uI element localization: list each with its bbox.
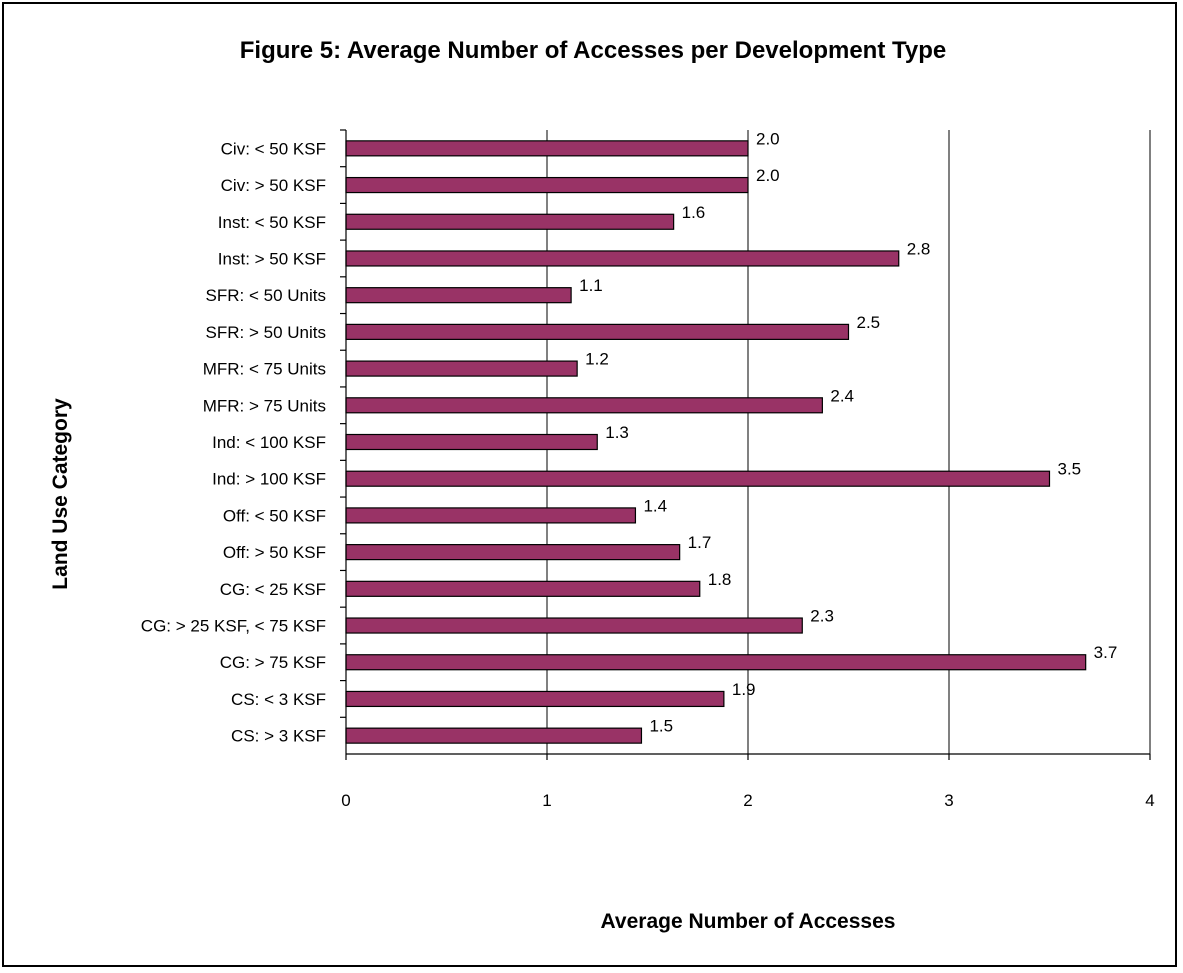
x-tick-label: 2 — [743, 791, 752, 810]
data-label: 1.4 — [643, 496, 667, 515]
category-label: Inst: < 50 KSF — [218, 213, 326, 232]
category-label: Civ: > 50 KSF — [221, 176, 326, 195]
x-tick-label: 0 — [341, 791, 350, 810]
category-label: CG: < 25 KSF — [220, 580, 326, 599]
x-tick-label: 3 — [944, 791, 953, 810]
data-label: 2.4 — [830, 386, 854, 405]
bar — [345, 727, 643, 744]
bar — [345, 323, 850, 340]
data-label: 2.8 — [907, 239, 931, 258]
category-label: Off: > 50 KSF — [223, 543, 326, 562]
data-label: 2.5 — [857, 313, 881, 332]
bar — [345, 507, 637, 524]
y-axis-title: Land Use Category — [49, 398, 72, 590]
category-label: Civ: < 50 KSF — [221, 139, 326, 158]
data-label: 1.9 — [732, 680, 756, 699]
x-tick-label: 4 — [1145, 791, 1154, 810]
category-label: Inst: > 50 KSF — [218, 249, 326, 268]
category-label: Ind: > 100 KSF — [212, 470, 326, 489]
data-label: 1.8 — [708, 570, 732, 589]
category-label: CG: > 75 KSF — [220, 653, 326, 672]
bar — [345, 617, 803, 634]
category-labels: Civ: < 50 KSF Civ: > 50 KSF Inst: < 50 KSF… — [141, 129, 346, 746]
bar — [345, 140, 749, 157]
data-label: 3.5 — [1058, 460, 1082, 479]
bars — [345, 140, 1087, 744]
x-tick-labels: 0 1 2 3 4 — [341, 754, 1155, 810]
category-label: MFR: < 75 Units — [203, 360, 326, 379]
data-label: 2.0 — [756, 129, 780, 148]
bar — [345, 690, 725, 708]
data-label: 1.2 — [585, 350, 609, 369]
data-label: 1.3 — [605, 423, 629, 442]
data-labels: 2.0 2.0 1.6 2.8 1.1 2.5 1.2 2.4 1.3 3.5 1.4 1.7 1.8 2… — [579, 129, 1117, 735]
bar — [345, 250, 900, 267]
category-label: MFR: > 75 Units — [203, 396, 326, 415]
data-label: 2.0 — [756, 166, 780, 185]
bar — [345, 580, 701, 597]
bar — [345, 397, 823, 414]
data-label: 1.6 — [682, 203, 706, 222]
x-tick-label: 1 — [542, 791, 551, 810]
bar — [345, 287, 572, 304]
data-label: 3.7 — [1094, 643, 1118, 662]
x-axis-title: Average Number of Accesses — [601, 910, 896, 933]
category-label: Off: < 50 KSF — [223, 506, 326, 525]
category-label: CS: > 3 KSF — [231, 727, 326, 746]
bar — [345, 176, 749, 194]
category-label: SFR: < 50 Units — [206, 286, 326, 305]
data-label: 1.1 — [579, 276, 603, 295]
bar — [345, 433, 598, 451]
category-label: CG: > 25 KSF, < 75 KSF — [141, 617, 326, 636]
category-label: CS: < 3 KSF — [231, 690, 326, 709]
chart-title: Figure 5: Average Number of Accesses per… — [240, 37, 946, 64]
bar — [345, 654, 1087, 671]
bar — [345, 360, 578, 377]
bar — [345, 213, 675, 230]
bar — [345, 544, 681, 561]
data-label: 1.7 — [688, 533, 712, 552]
data-label: 2.3 — [810, 607, 834, 626]
bar — [345, 470, 1051, 487]
category-label: SFR: > 50 Units — [206, 323, 326, 342]
data-label: 1.5 — [649, 717, 673, 736]
category-label: Ind: < 100 KSF — [212, 433, 326, 452]
